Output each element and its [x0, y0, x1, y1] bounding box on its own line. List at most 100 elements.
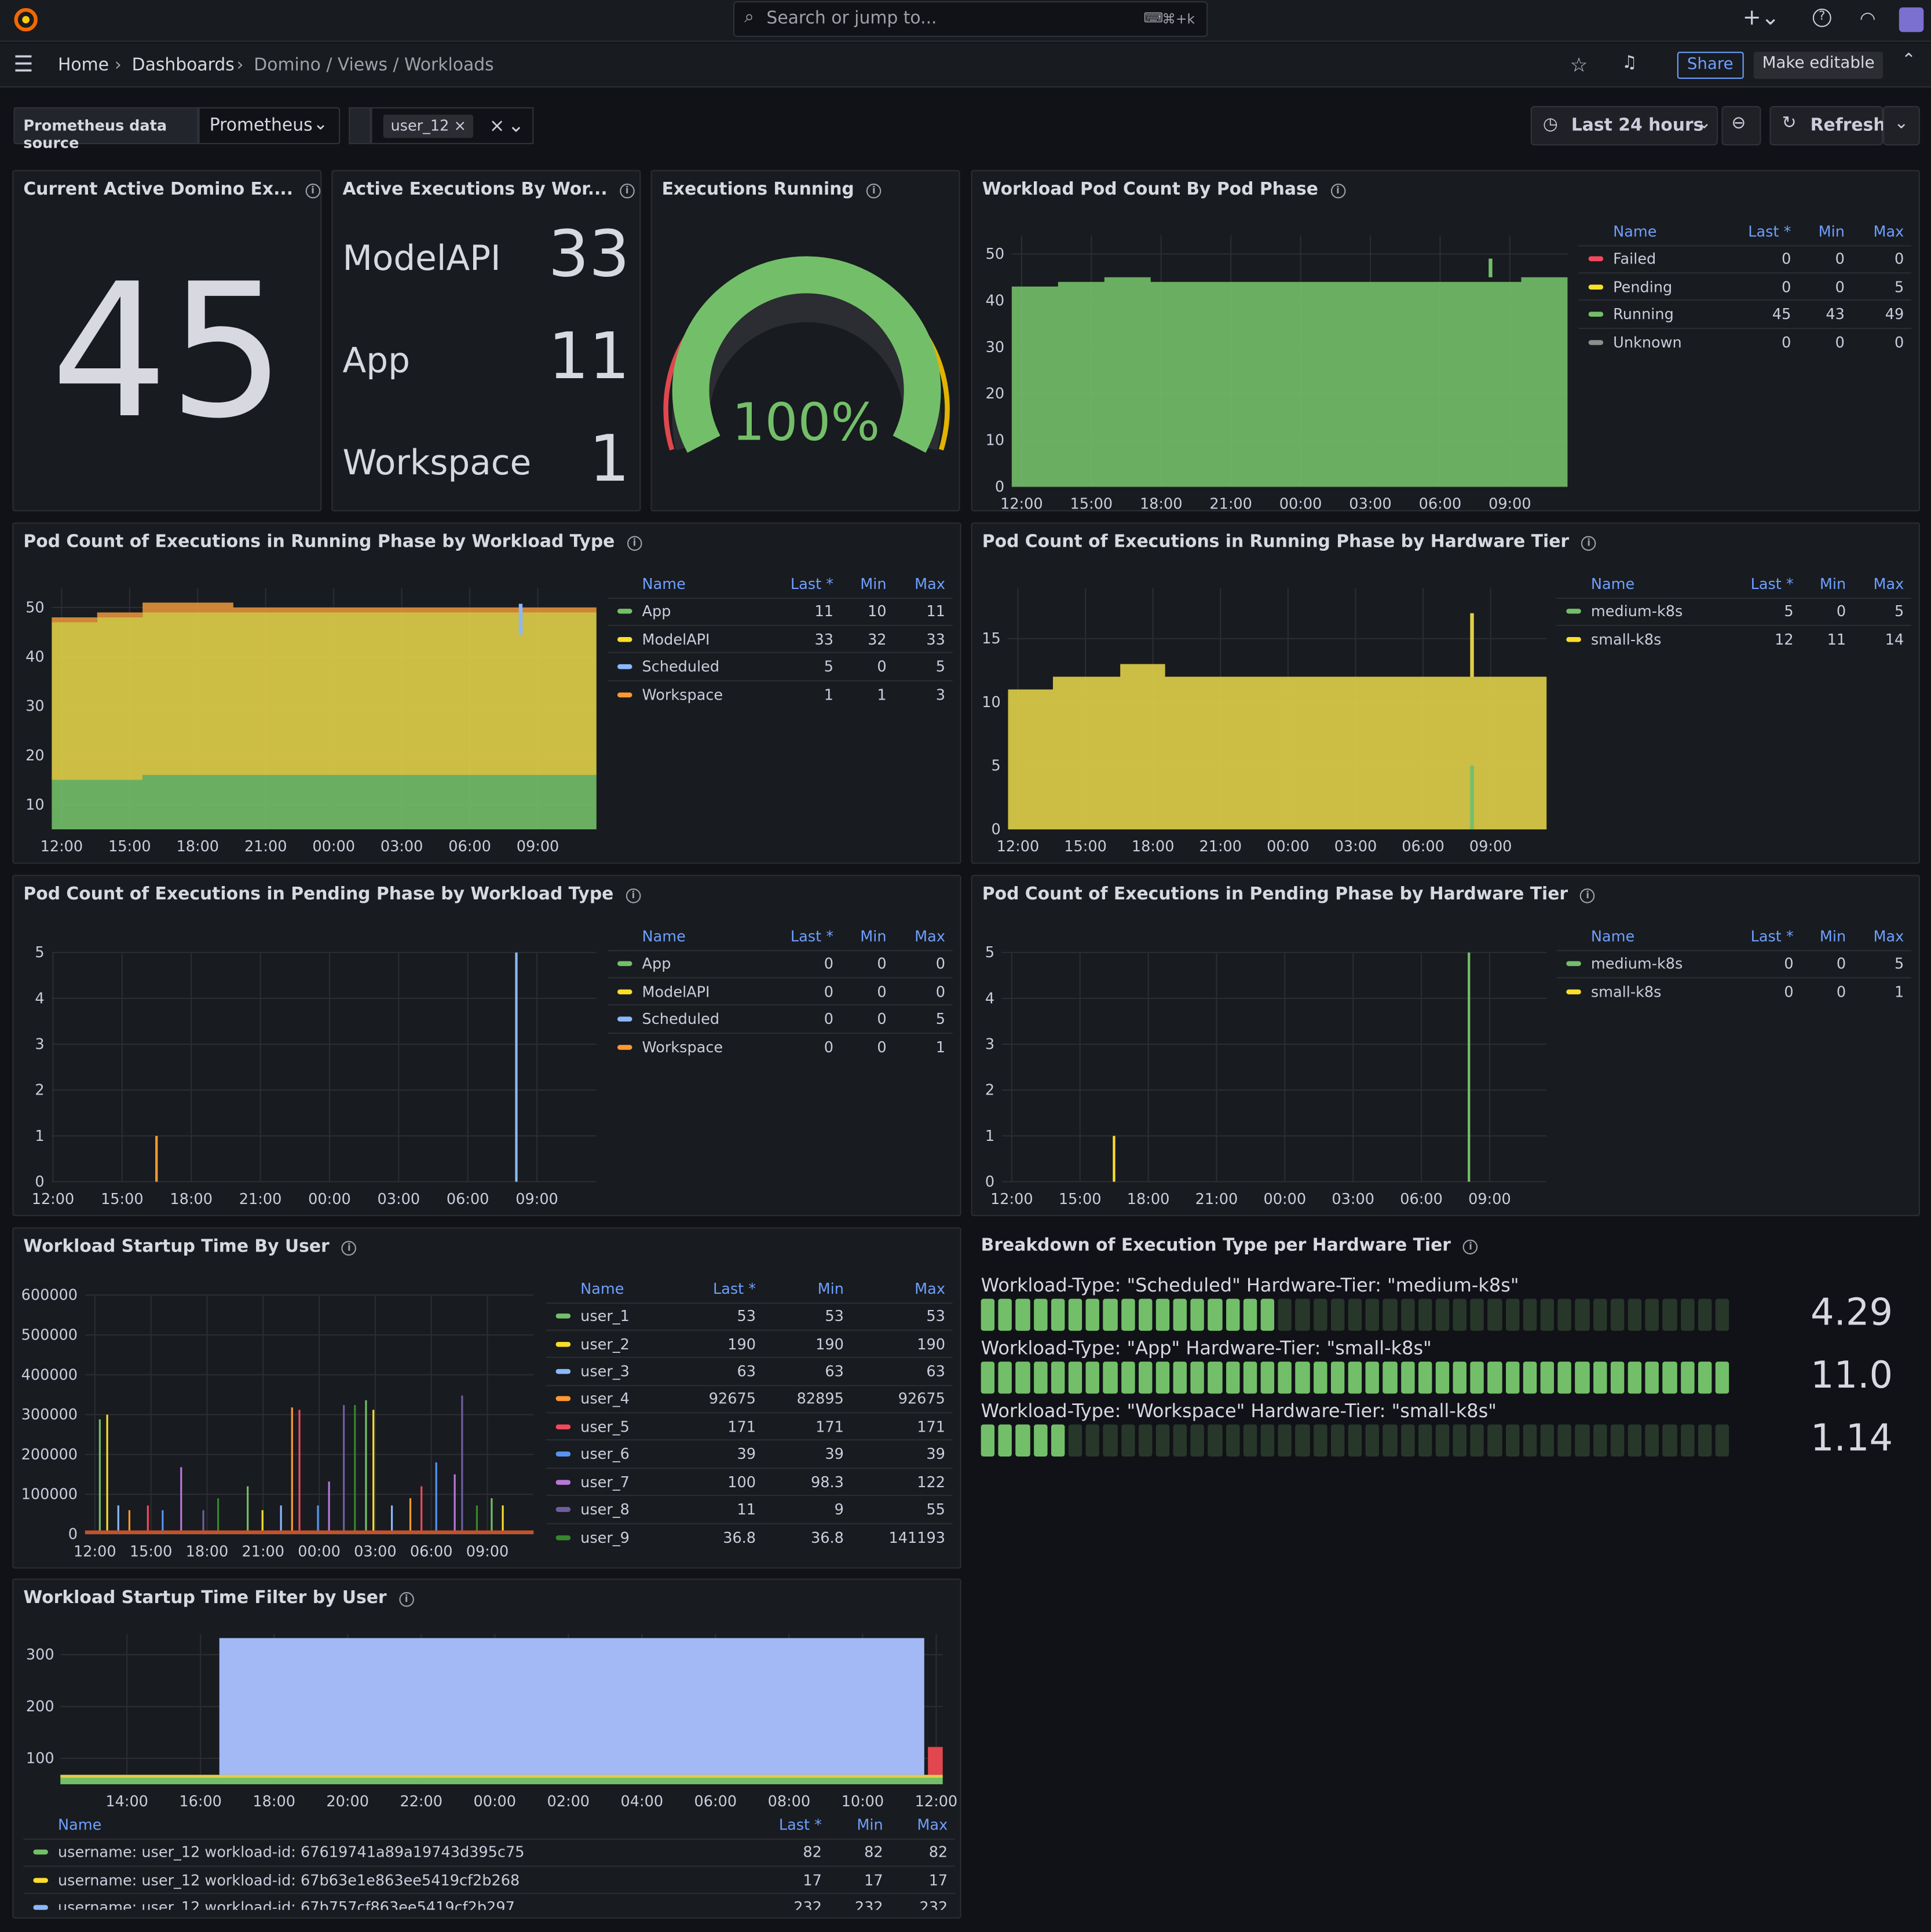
legend-series-name[interactable]: Unknown [1578, 327, 1723, 356]
legend-row[interactable]: medium-k8s 5 0 5 [1556, 597, 1912, 625]
avatar[interactable] [1899, 7, 1924, 32]
legend-series-name[interactable]: medium-k8s [1556, 597, 1728, 625]
legend-row[interactable]: user_8 11 9 55 [546, 1495, 953, 1524]
timeseries-chart[interactable]: 0 1 2 3 4 5 12:00 15:00 18:00 21:00 00:00 03:00 06:0… [972, 913, 1554, 1216]
legend-row[interactable]: medium-k8s 0 0 5 [1556, 949, 1912, 978]
legend-series-name[interactable]: Workspace [607, 1032, 766, 1061]
info-icon[interactable]: i [398, 1591, 414, 1607]
legend-header-min[interactable]: Min [1819, 575, 1846, 592]
legend-series-name[interactable]: medium-k8s [1556, 949, 1728, 978]
search-input[interactable]: ⌕ Search or jump to... ⌨ ⌘+k [733, 1, 1208, 37]
legend-row[interactable]: Workspace 0 0 1 [607, 1032, 953, 1061]
info-icon[interactable]: i [305, 184, 320, 199]
legend-row[interactable]: Workspace 1 1 3 [607, 679, 953, 708]
legend-header-min[interactable]: Min [1818, 222, 1845, 240]
legend-series-name[interactable]: Scheduled [607, 1004, 766, 1033]
legend-series-name[interactable]: small-k8s [1556, 977, 1728, 1005]
breadcrumb-home[interactable]: Home [58, 55, 109, 75]
legend-series-name[interactable]: user_8 [546, 1495, 675, 1524]
legend-row[interactable]: Failed 0 0 0 [1578, 244, 1912, 273]
legend-header-last[interactable]: Last * [1748, 222, 1791, 240]
legend-series-name[interactable]: Failed [1578, 244, 1723, 273]
legend-row[interactable]: ModelAPI 0 0 0 [607, 977, 953, 1005]
legend-series-name[interactable]: user_3 [546, 1357, 675, 1385]
close-icon[interactable]: × [454, 117, 467, 134]
legend-row[interactable]: ModelAPI 33 32 33 [607, 624, 953, 653]
legend-header-last[interactable]: Last * [1750, 575, 1794, 592]
legend-row[interactable]: Scheduled 5 0 5 [607, 652, 953, 680]
legend-row[interactable]: user_2 190 190 190 [546, 1329, 953, 1358]
legend-header-min[interactable]: Min [860, 927, 887, 945]
legend-series-name[interactable]: user_5 [546, 1412, 675, 1441]
legend-header-max[interactable]: Max [915, 927, 945, 945]
info-icon[interactable]: i [626, 888, 641, 903]
legend-series-name[interactable]: user_6 [546, 1440, 675, 1468]
info-icon[interactable]: i [627, 536, 642, 551]
collapse-icon[interactable]: ⌃ [1901, 50, 1917, 71]
rss-icon[interactable]: ◠ [1859, 7, 1876, 30]
legend-row[interactable]: small-k8s 0 0 1 [1556, 977, 1912, 1005]
legend-header-name[interactable]: Name [642, 927, 686, 945]
timeseries-chart[interactable]: 0 5 10 15 12:00 15:00 18:00 21:00 00:00 03:00 06:0… [972, 561, 1554, 863]
timeseries-chart[interactable]: 10 20 30 40 50 12:00 15:00 18:00 21:00 00:00 03:00… [13, 561, 605, 863]
legend-series-name[interactable]: small-k8s [1556, 624, 1728, 653]
refresh-interval-picker[interactable]: ⌄ [1883, 105, 1920, 146]
menu-icon[interactable]: ☰ [13, 52, 34, 78]
legend-row[interactable]: user_4 92675 82895 92675 [546, 1384, 953, 1413]
legend-header-min[interactable]: Min [817, 1280, 844, 1297]
make-editable-button[interactable]: Make editable [1753, 52, 1884, 79]
info-icon[interactable]: i [342, 1241, 357, 1256]
legend-header-name[interactable]: Name [58, 1816, 102, 1834]
legend-header-name[interactable]: Name [642, 575, 686, 592]
bell-icon[interactable]: ♫ [1622, 53, 1637, 73]
time-range-picker[interactable]: ◷ Last 24 hours ⌄ [1530, 105, 1718, 146]
legend-header-max[interactable]: Max [1873, 927, 1904, 945]
legend-header-max[interactable]: Max [915, 575, 945, 592]
legend-header-min[interactable]: Min [857, 1816, 883, 1834]
legend-header-last[interactable]: Last * [790, 575, 833, 592]
share-button[interactable]: Share [1677, 52, 1743, 79]
datasource-select[interactable]: Prometheus ⌄ [198, 107, 341, 144]
legend-series-name[interactable]: username: user_12 workload-id: 67b757cf8… [23, 1893, 747, 1910]
info-icon[interactable]: i [866, 184, 882, 199]
breadcrumb-dashboards[interactable]: Dashboards [131, 55, 235, 75]
legend-header-name[interactable]: Name [580, 1280, 624, 1297]
info-icon[interactable]: i [1581, 536, 1596, 551]
info-icon[interactable]: i [619, 184, 635, 199]
refresh-button[interactable]: ↻ Refresh [1769, 105, 1886, 146]
legend-row[interactable]: user_1 53 53 53 [546, 1301, 953, 1330]
legend-header-name[interactable]: Name [1613, 222, 1657, 240]
legend-row[interactable]: small-k8s 12 11 14 [1556, 624, 1912, 653]
zoom-out-button[interactable]: ⊖ [1721, 105, 1761, 146]
legend-series-name[interactable]: username: user_12 workload-id: 67b63e1e8… [23, 1865, 747, 1894]
legend-series-name[interactable]: App [607, 949, 766, 978]
legend-series-name[interactable]: username: user_12 workload-id: 67619741a… [23, 1838, 747, 1867]
legend-header-min[interactable]: Min [1819, 927, 1846, 945]
legend-row[interactable]: App 0 0 0 [607, 949, 953, 978]
legend-series-name[interactable]: ModelAPI [607, 977, 766, 1005]
help-icon[interactable]: ? [1812, 8, 1831, 27]
legend-series-name[interactable]: user_4 [546, 1384, 675, 1413]
legend-header-name[interactable]: Name [1590, 575, 1635, 592]
legend-row[interactable]: Running 45 43 49 [1578, 299, 1912, 328]
legend-row[interactable]: username: user_12 workload-id: 67619741a… [23, 1838, 955, 1867]
legend-header-last[interactable]: Last * [790, 927, 833, 945]
legend-series-name[interactable]: Running [1578, 299, 1723, 328]
legend-header-min[interactable]: Min [860, 575, 887, 592]
timeseries-chart[interactable]: 0 100000 200000 300000 400000 500000 600000 12:… [13, 1265, 543, 1568]
timeseries-chart[interactable]: 0 1 2 3 4 5 12:00 15:00 18:00 21:00 00:00 03:00 06:0… [13, 913, 605, 1216]
legend-header-max[interactable]: Max [915, 1280, 945, 1297]
legend-row[interactable]: Scheduled 0 0 5 [607, 1004, 953, 1033]
plus-icon[interactable]: +⌄ [1742, 5, 1780, 31]
legend-header-max[interactable]: Max [917, 1816, 948, 1834]
clear-icon[interactable]: × [489, 114, 505, 137]
timeseries-chart[interactable]: 0 10 20 30 40 50 12:00 15:00 18:00 21:00 00:00 03:0… [972, 208, 1577, 511]
info-icon[interactable]: i [1330, 184, 1345, 199]
legend-header-last[interactable]: Last * [712, 1280, 756, 1297]
legend-header-name[interactable]: Name [1590, 927, 1635, 945]
legend-row[interactable]: username: user_12 workload-id: 67b757cf8… [23, 1893, 955, 1910]
legend-header-last[interactable]: Last * [778, 1816, 822, 1834]
legend-series-name[interactable]: user_9 [546, 1523, 675, 1551]
legend-series-name[interactable]: App [607, 597, 766, 625]
legend-header-last[interactable]: Last * [1750, 927, 1794, 945]
